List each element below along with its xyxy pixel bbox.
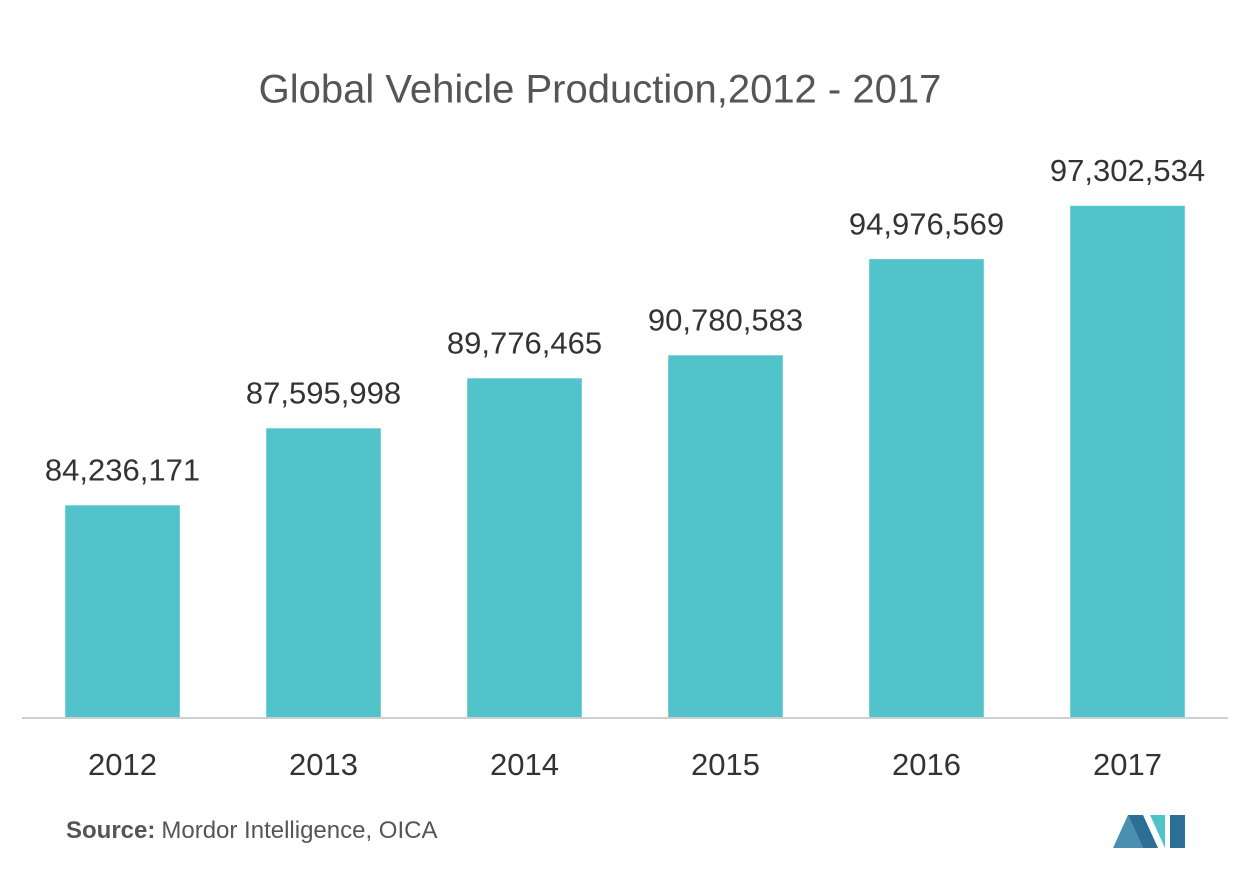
source-label: Source:: [66, 817, 155, 844]
logo: [1113, 815, 1185, 848]
bar: [869, 259, 984, 717]
x-tick-label: 2013: [289, 747, 358, 782]
bar: [668, 355, 783, 717]
bar: [1070, 205, 1185, 717]
value-label: 94,976,569: [849, 206, 1004, 241]
value-label: 89,776,465: [447, 326, 602, 361]
value-label: 97,302,534: [1050, 153, 1205, 188]
value-label: 84,236,171: [45, 452, 200, 487]
x-tick-label: 2016: [892, 747, 961, 782]
x-tick-label: 2012: [88, 747, 157, 782]
x-tick-label: 2017: [1093, 747, 1162, 782]
value-label: 87,595,998: [246, 375, 401, 410]
x-tick-label: 2014: [490, 747, 559, 782]
bar: [65, 505, 180, 717]
chart-title: Global Vehicle Production,2012 - 2017: [259, 68, 942, 112]
source-text: Mordor Intelligence, OICA: [161, 817, 437, 844]
bar: [266, 428, 381, 717]
value-label: 90,780,583: [648, 302, 803, 337]
bar: [467, 378, 582, 717]
x-tick-label: 2015: [691, 747, 760, 782]
source: Source: Mordor Intelligence, OICA: [66, 817, 437, 844]
